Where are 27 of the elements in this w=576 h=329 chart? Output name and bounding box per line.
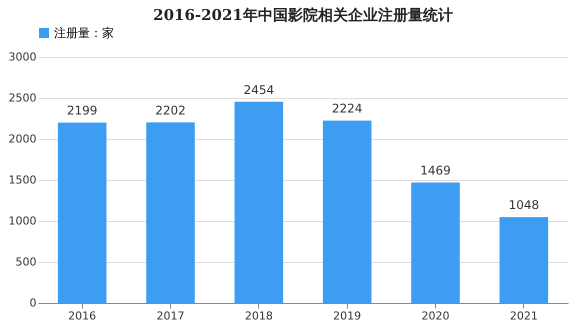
bar [322,120,372,303]
data-label: 1469 [420,164,451,178]
bar [234,102,284,303]
y-tick-label: 1000 [8,214,36,228]
data-label: 2199 [66,104,98,118]
data-label: 2224 [332,102,362,116]
y-tick-label: 1500 [8,174,36,186]
data-label: 1048 [508,198,540,212]
data-label: 2202 [155,103,186,118]
y-tick-label: 3000 [8,50,36,64]
bar [58,122,106,303]
y-tick-label: 2000 [8,132,36,146]
y-tick-label: 500 [16,256,36,268]
y-tick-label: 0 [30,296,36,310]
bar [146,122,195,303]
data-label: 2454 [244,82,274,97]
x-tick-label: 2017 [156,310,184,322]
y-tick-label: 2500 [8,92,36,104]
bar [500,217,548,303]
x-tick-label: 2021 [510,310,538,322]
chart-title: 2016-2021年中国影院相关企业注册量统计 [153,6,453,24]
x-tick-label: 2020 [422,310,450,322]
legend-label: 注册量：家 [54,26,114,40]
bar [411,182,460,303]
x-tick-label: 2019 [333,310,362,322]
x-tick-label: 2018 [244,310,273,322]
x-tick-label: 2016 [68,310,96,322]
